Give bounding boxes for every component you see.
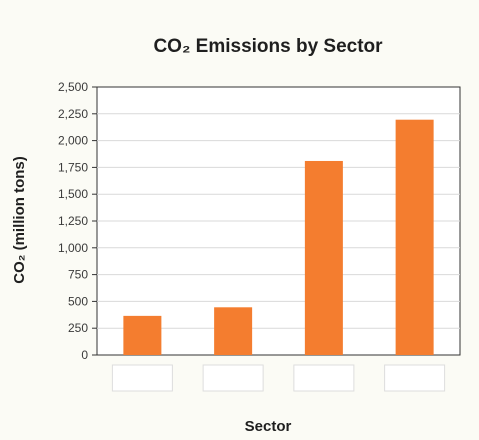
y-tick-label: 1,750 <box>58 160 88 174</box>
plot-area: 0 250 500 750 1,000 1,250 1,500 1,750 2,000 2,250… <box>58 80 461 392</box>
y-tick-label: 1,500 <box>58 187 88 201</box>
bar <box>304 160 343 355</box>
chart-title: CO₂ Emissions by Sector <box>153 36 383 57</box>
bar <box>395 119 434 355</box>
x-category-label-box <box>111 364 173 392</box>
y-tick-label: 500 <box>68 294 88 308</box>
x-axis-label: Sector <box>245 418 292 435</box>
bar <box>214 307 253 355</box>
y-tick-label: 2,000 <box>58 134 88 148</box>
y-tick-label: 1,000 <box>58 241 88 255</box>
x-category-label-box <box>202 364 264 392</box>
y-tick-label: 250 <box>68 321 88 335</box>
x-category-label-box <box>384 364 446 392</box>
y-tick-label: 750 <box>68 268 88 282</box>
y-axis-label: CO₂ (million tons) <box>11 156 28 284</box>
y-tick-label: 2,500 <box>58 80 88 94</box>
y-tick-label: 1,250 <box>58 214 88 228</box>
y-tick-label: 2,250 <box>58 107 88 121</box>
x-category-label-box <box>293 364 355 392</box>
y-tick-label: 0 <box>81 348 88 362</box>
bar <box>123 315 162 355</box>
